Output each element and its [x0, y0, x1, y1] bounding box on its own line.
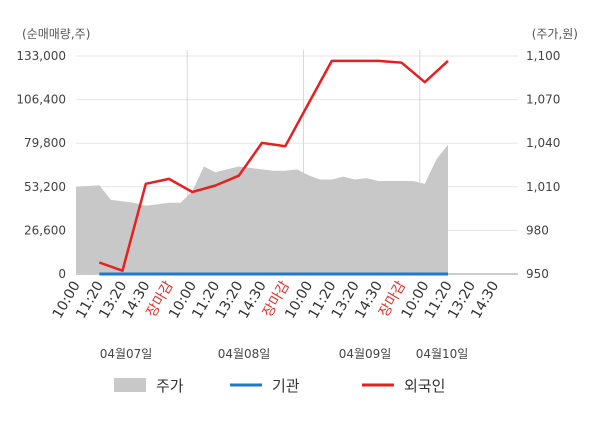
- date-label: 04월09일: [339, 347, 392, 361]
- left-axis-label: (순매매량,주): [22, 27, 90, 41]
- right-tick-label: 980: [526, 223, 549, 237]
- legend-swatch: [114, 378, 146, 392]
- price-series: [76, 144, 448, 274]
- legend-label: 기관: [272, 377, 300, 395]
- legend: 주가 기관 외국인: [114, 377, 445, 395]
- left-tick-label: 53,200: [24, 180, 66, 194]
- right-tick-label: 1,070: [526, 93, 560, 107]
- legend-label: 주가: [156, 377, 184, 395]
- date-label: 04월07일: [100, 347, 153, 361]
- flow-series: [98, 59, 449, 276]
- series-line-foreign: [98, 59, 449, 272]
- left-tick-label: 26,600: [24, 223, 66, 237]
- right-tick-label: 1,100: [526, 49, 560, 63]
- left-tick-label: 133,000: [16, 49, 66, 63]
- right-axis-ticks: 1,100 1,070 1,040 1,010 980 950: [526, 49, 560, 281]
- left-tick-label: 79,800: [24, 136, 66, 150]
- left-tick-label: 106,400: [16, 93, 66, 107]
- left-tick-label: 0: [58, 267, 66, 281]
- date-labels: 04월07일 04월08일 04월09일 04월10일: [100, 347, 469, 361]
- legend-label: 외국인: [404, 377, 445, 395]
- x-axis-ticks: 10:0011:2013:2014:30장마감10:0011:2013:2014…: [50, 278, 503, 321]
- date-label: 04월10일: [416, 347, 469, 361]
- right-axis-label: (주가,원): [532, 27, 578, 41]
- right-tick-label: 1,040: [526, 136, 560, 150]
- right-tick-label: 950: [526, 267, 549, 281]
- date-label: 04월08일: [218, 347, 271, 361]
- price-area: [76, 144, 448, 274]
- right-tick-label: 1,010: [526, 180, 560, 194]
- left-axis-ticks: 133,000 106,400 79,800 53,200 26,600 0: [16, 49, 66, 281]
